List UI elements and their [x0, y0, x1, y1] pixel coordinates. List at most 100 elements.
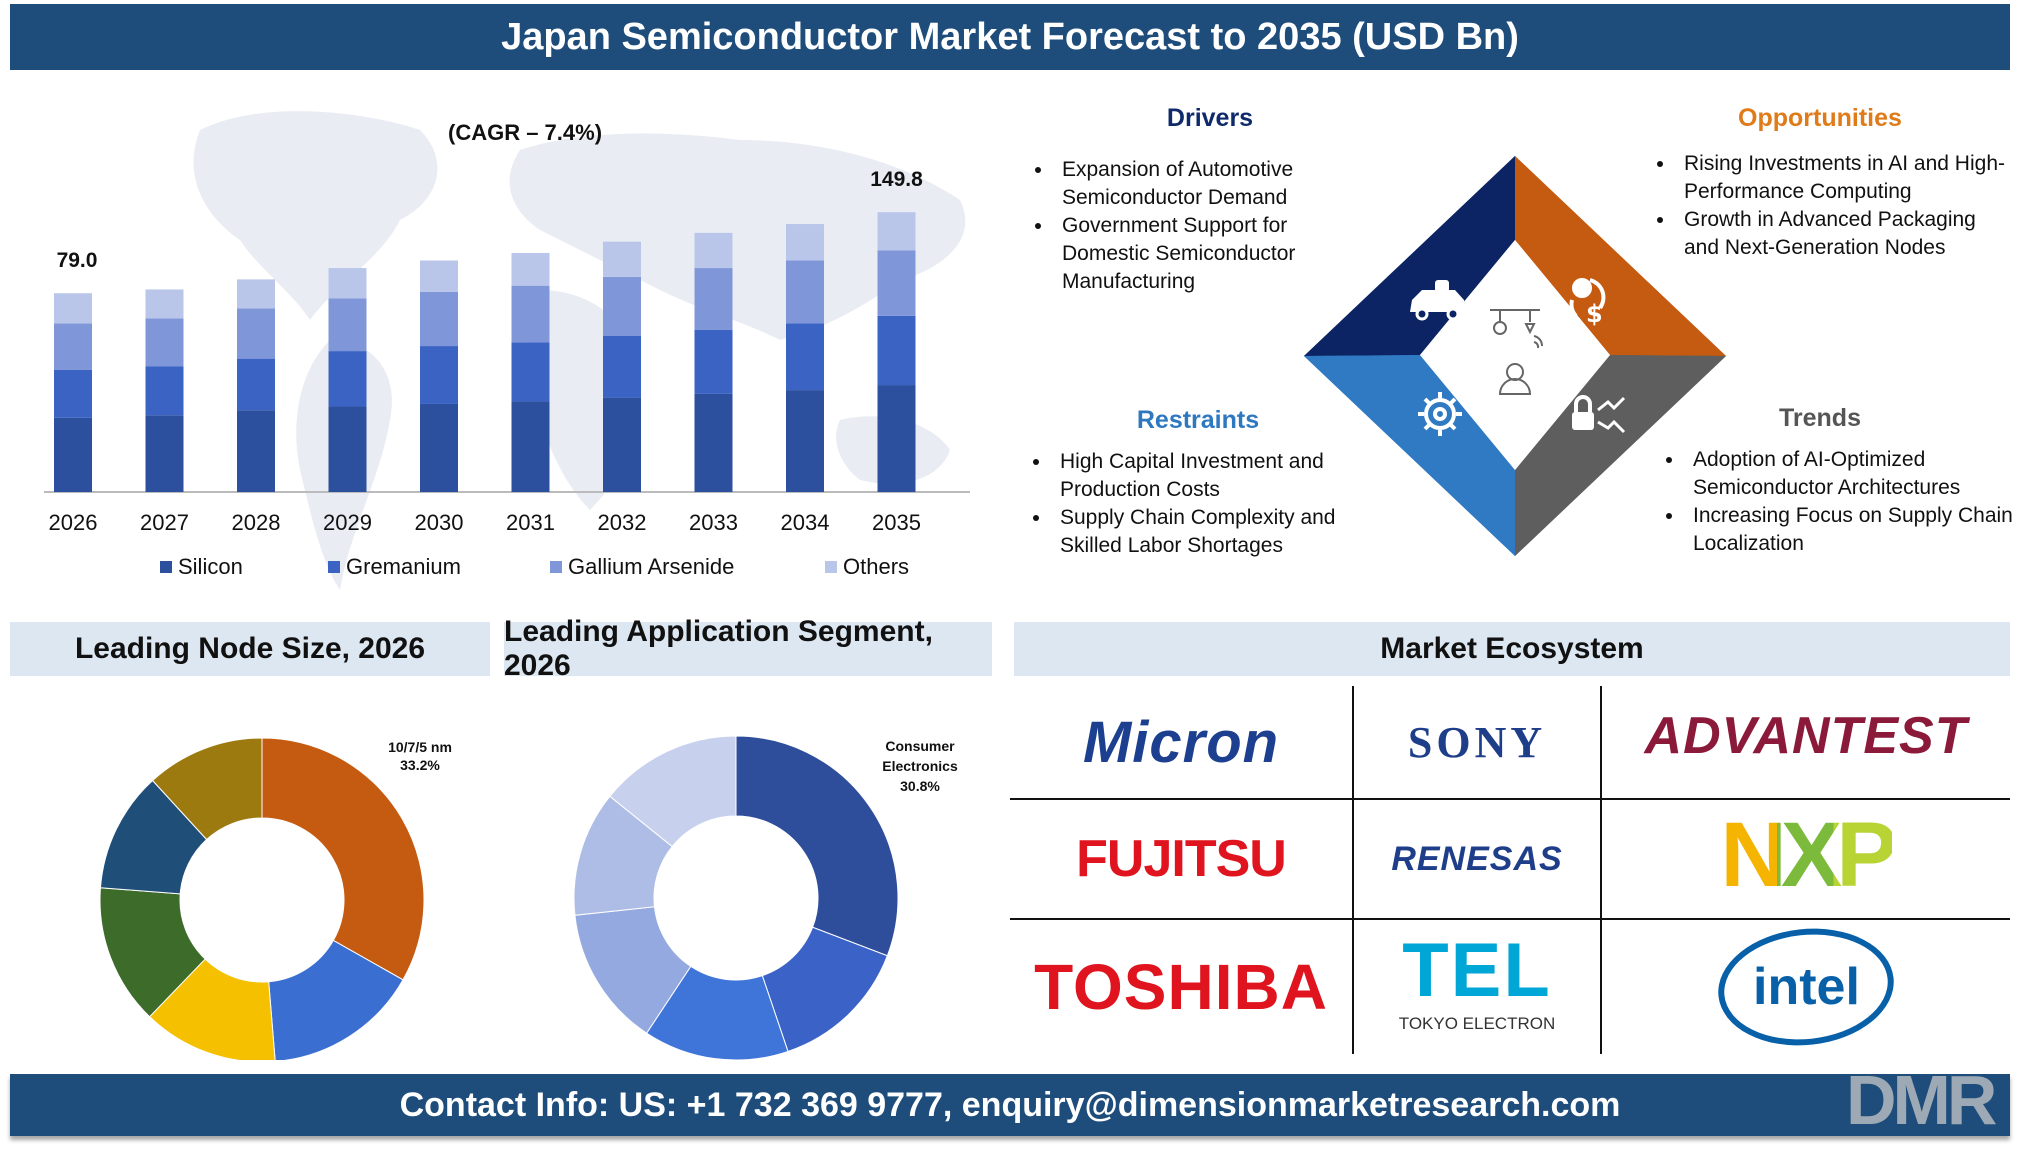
bar-segment-gremanium-2028	[237, 358, 275, 411]
bar-chart-panel: 2026 79.0 2027 2028 2029 2030 2031 2032 2033 2034…	[10, 90, 1000, 610]
x-tick-label: 2029	[323, 510, 372, 535]
market-dynamics-panel: Drivers Expansion of Automotive Semicond…	[1010, 90, 2013, 590]
bar-segment-gremanium-2032	[603, 336, 641, 398]
ecosystem-header: Market Ecosystem	[1014, 622, 2010, 676]
bar-segment-others-2033	[694, 232, 733, 269]
nxp-logo-text: NXP	[1720, 803, 1897, 906]
application-segment-donut-chart	[573, 735, 899, 1060]
donut2-slice-value: 30.8%	[900, 778, 940, 794]
donut-slice-6	[609, 735, 737, 848]
donut-slice-1	[735, 735, 899, 957]
stacked-bar-chart: 2026 79.0 2027 2028 2029 2030 2031 2032 2033 2034…	[44, 168, 970, 535]
opportunities-list: Rising Investments in AI and High-Perfor…	[1646, 150, 2016, 262]
bar-segment-others-2030	[420, 260, 458, 292]
tel-logo-subtext: TOKYO ELECTRON	[1398, 1014, 1556, 1033]
bar-segment-silicon-2030	[420, 403, 458, 492]
donut1-slice-label: 10/7/5 nm 33.2%	[360, 738, 480, 774]
drivers-item: Expansion of Automotive Semiconductor De…	[1054, 156, 1374, 212]
restraints-item: Supply Chain Complexity and Skilled Labo…	[1052, 504, 1382, 560]
grid-divider	[1600, 686, 1602, 1054]
x-tick-label: 2031	[506, 510, 555, 535]
grid-divider	[1352, 686, 1354, 1054]
grid-divider	[1010, 798, 2010, 800]
drivers-item: Government Support for Domestic Semicond…	[1054, 212, 1374, 296]
legend-item-gremanium: Gremanium	[328, 554, 550, 580]
x-tick-label: 2028	[232, 510, 281, 535]
bar-segment-gallium-arsenide-2034	[786, 260, 824, 324]
bar-segment-gremanium-2035	[877, 315, 916, 386]
lock-trend-icon	[1572, 395, 1626, 434]
opportunities-item: Rising Investments in AI and High-Perfor…	[1676, 150, 2016, 206]
contact-footer: Contact Info: US: +1 732 369 9777, enqui…	[10, 1074, 2010, 1136]
legend-swatch	[825, 561, 837, 573]
trends-item: Adoption of AI-Optimized Semiconductor A…	[1685, 446, 2020, 502]
legend-label: Others	[843, 554, 910, 579]
bar-segment-gremanium-2027	[145, 366, 184, 416]
x-tick-label: 2027	[140, 510, 189, 535]
bar-segment-silicon-2034	[786, 390, 824, 492]
intel-logo-ring: intel	[1712, 920, 1900, 1054]
application-segment-header: Leading Application Segment, 2026	[504, 615, 992, 682]
idea-dollar-icon: $	[1569, 278, 1606, 328]
donut-slice-1	[261, 737, 425, 981]
donut-slice-2	[268, 939, 404, 1060]
intel-logo-text: intel	[1752, 958, 1860, 1016]
bar-segment-gallium-arsenide-2033	[694, 268, 733, 330]
legend-swatch	[160, 561, 172, 573]
bar-segment-silicon-2035	[877, 385, 916, 492]
dmr-watermark-logo: DMR	[1846, 1061, 1997, 1139]
bar-segment-others-2028	[237, 279, 275, 309]
legend-item-silicon: Silicon	[160, 554, 328, 580]
bar-legend: Silicon Gremanium Gallium Arsenide Other…	[160, 554, 960, 580]
bar-segment-gallium-arsenide-2029	[328, 298, 367, 352]
bar-segment-gallium-arsenide-2027	[145, 318, 184, 367]
person-ideas-icon	[1490, 309, 1544, 395]
page-title: Japan Semiconductor Market Forecast to 2…	[10, 4, 2010, 70]
sony-logo: SONY	[1407, 717, 1547, 767]
x-tick-label: 2034	[781, 510, 830, 535]
bar-segment-silicon-2026	[54, 417, 92, 492]
drivers-list: Expansion of Automotive Semiconductor De…	[1024, 156, 1374, 296]
bar-segment-gallium-arsenide-2031	[511, 285, 550, 343]
svg-text:$: $	[1586, 300, 1603, 328]
advantest-logo: ADVANTEST	[1644, 707, 1968, 765]
intel-logo: intel	[1602, 920, 2010, 1054]
x-tick-label: 2033	[689, 510, 738, 535]
tel-logo: TEL TOKYO ELECTRON	[1354, 920, 1600, 1054]
tel-logo-text: TEL	[1402, 928, 1552, 1013]
bar-segment-others-2026	[54, 293, 92, 324]
bar-segment-gallium-arsenide-2030	[420, 291, 458, 347]
bar-segment-gremanium-2029	[328, 351, 367, 407]
legend-item-others: Others	[825, 554, 909, 580]
bar-segment-others-2029	[328, 268, 367, 299]
donut2-slice-label: Consumer Electronics 30.8%	[868, 736, 972, 796]
renesas-logo: RENESAS	[1391, 839, 1563, 878]
x-tick-label: 2032	[598, 510, 647, 535]
legend-label: Gremanium	[346, 554, 461, 579]
legend-label: Gallium Arsenide	[568, 554, 735, 579]
micron-logo: Micron	[1082, 709, 1280, 775]
legend-swatch	[328, 561, 340, 573]
bar-segment-gremanium-2034	[786, 323, 824, 391]
drivers-title: Drivers	[1166, 104, 1254, 132]
node-size-header: Leading Node Size, 2026	[10, 622, 490, 676]
bar-segment-others-2034	[786, 224, 824, 261]
bar-data-label: 79.0	[57, 249, 98, 272]
bar-segment-gremanium-2030	[420, 346, 458, 404]
dynamics-diamond: $	[1304, 156, 1726, 556]
legend-swatch	[550, 561, 562, 573]
bar-segment-gremanium-2033	[694, 329, 733, 394]
donut1-slice-value: 33.2%	[400, 757, 440, 773]
restraints-title: Restraints	[1136, 406, 1260, 434]
bar-segment-gremanium-2026	[54, 369, 92, 418]
bar-segment-silicon-2029	[328, 406, 367, 492]
bar-segment-others-2035	[877, 212, 916, 251]
bar-segment-gallium-arsenide-2026	[54, 323, 92, 370]
legend-item-gallium-arsenide: Gallium Arsenide	[550, 554, 825, 580]
restraints-list: High Capital Investment and Production C…	[1022, 448, 1382, 560]
bar-segment-others-2032	[603, 241, 641, 277]
bar-segment-gallium-arsenide-2035	[877, 250, 916, 316]
bar-segment-silicon-2027	[145, 415, 184, 492]
x-tick-label: 2026	[49, 510, 98, 535]
restraints-item: High Capital Investment and Production C…	[1052, 448, 1382, 504]
